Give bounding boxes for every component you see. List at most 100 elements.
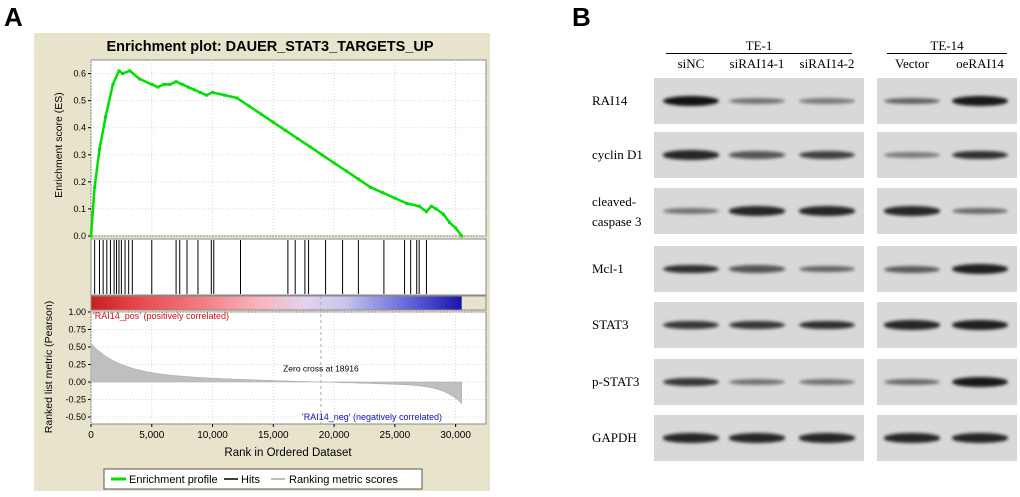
group-title-te1: TE-1: [745, 38, 773, 53]
protein-band: [729, 97, 785, 105]
metric-tick-label: -0.50: [65, 412, 86, 422]
metric-tick-label: 0.75: [68, 325, 86, 335]
es-point: [441, 212, 445, 216]
protein-band: [884, 265, 940, 273]
blot-te14: [877, 78, 1017, 124]
protein-band: [952, 377, 1008, 387]
es-tick-label: 0.0: [73, 231, 86, 241]
x-tick-label: 30,000: [440, 430, 471, 441]
es-point: [332, 161, 336, 165]
x-axis-label: Rank in Ordered Dataset: [224, 447, 352, 459]
es-tick-label: 0.3: [73, 150, 86, 160]
protein-band: [729, 151, 785, 159]
group-line-te14: [887, 53, 1007, 54]
es-point: [235, 96, 239, 100]
es-point: [259, 112, 263, 116]
es-point: [223, 93, 227, 97]
row-label: GAPDH: [592, 430, 637, 445]
row-label: cleaved-: [592, 194, 637, 209]
ranked-metric-panel: 1.00 0.75 0.50 0.25 0.00 -0.25 -0.50 Zero cross…: [65, 296, 487, 425]
es-point: [448, 220, 452, 224]
es-point: [454, 226, 458, 230]
chart-title: Enrichment plot: DAUER_STAT3_TARGETS_UP: [106, 39, 433, 55]
protein-band: [663, 96, 719, 106]
hits-panel: [90, 238, 487, 296]
blot-te1: [654, 188, 864, 234]
x-tick-label: 15,000: [258, 430, 289, 441]
row-label: caspase 3: [592, 214, 642, 229]
es-point: [138, 77, 142, 81]
es-point: [117, 69, 121, 73]
group-line-te1: [666, 53, 852, 54]
rank-gradient: [91, 296, 462, 310]
zero-cross-label: Zero cross at 18916: [283, 364, 359, 374]
group-title-te14: TE-14: [930, 38, 964, 53]
metric-tick-label: -0.25: [65, 395, 86, 405]
protein-band: [663, 377, 719, 387]
hits-area-box: [90, 238, 487, 296]
es-point: [111, 82, 115, 86]
es-point: [417, 204, 421, 208]
es-y-label: Enrichment score (ES): [53, 92, 65, 198]
protein-band: [884, 320, 940, 330]
es-point: [247, 104, 251, 108]
blot-te1: [654, 246, 864, 292]
x-tick-label: 20,000: [319, 430, 350, 441]
protein-band: [663, 433, 719, 443]
metric-tick-label: 0.25: [68, 360, 86, 370]
protein-band: [799, 150, 855, 160]
protein-band: [799, 265, 855, 273]
protein-band: [729, 378, 785, 386]
legend-hits-label: Hits: [241, 474, 260, 486]
legend-metric-label: Ranking metric scores: [289, 474, 398, 486]
es-point: [89, 234, 93, 238]
blot-te14: [877, 359, 1017, 405]
es-point: [424, 210, 428, 214]
protein-band: [663, 264, 719, 274]
es-point: [344, 169, 348, 173]
lane-label: Vector: [895, 56, 929, 71]
ranked-metric-area: [90, 342, 462, 405]
es-point: [381, 191, 385, 195]
protein-band: [952, 433, 1008, 443]
protein-band: [729, 433, 785, 443]
x-tick-label: 5,000: [139, 430, 164, 441]
es-point: [121, 72, 125, 76]
row-label: RAI14: [592, 93, 628, 108]
es-curve: [89, 69, 463, 237]
es-point: [168, 82, 172, 86]
protein-band: [952, 320, 1008, 330]
es-point: [204, 93, 208, 97]
es-point: [460, 234, 464, 238]
metric-tick-label: 1.00: [68, 307, 86, 317]
es-point: [320, 153, 324, 157]
es-point: [198, 90, 202, 94]
protein-band: [884, 97, 940, 105]
es-point: [174, 80, 178, 84]
protein-band: [799, 378, 855, 386]
protein-band: [952, 96, 1008, 106]
legend: Enrichment profile Hits Ranking metric s…: [103, 468, 423, 490]
lane-label: siRAI14-2: [799, 56, 855, 71]
protein-band: [663, 150, 719, 160]
protein-band: [663, 320, 719, 330]
blot-te1: [654, 359, 864, 405]
protein-band: [884, 378, 940, 386]
es-point: [434, 207, 438, 211]
es-point: [186, 85, 190, 89]
blot-te14: [877, 246, 1017, 292]
row-label: cyclin D1: [592, 147, 643, 162]
es-point: [405, 202, 409, 206]
protein-band: [799, 433, 855, 443]
es-point: [98, 147, 102, 151]
es-point: [156, 85, 160, 89]
metric-y-label: Ranked list metric (Pearson): [43, 301, 55, 433]
row-label: p-STAT3: [592, 374, 640, 389]
es-point: [369, 185, 373, 189]
protein-band: [799, 98, 855, 104]
row-label: Mcl-1: [592, 261, 624, 276]
es-point: [162, 82, 166, 86]
panel-b-letter: B: [572, 2, 591, 32]
es-point: [296, 137, 300, 141]
rank-colorbar: [90, 295, 487, 311]
